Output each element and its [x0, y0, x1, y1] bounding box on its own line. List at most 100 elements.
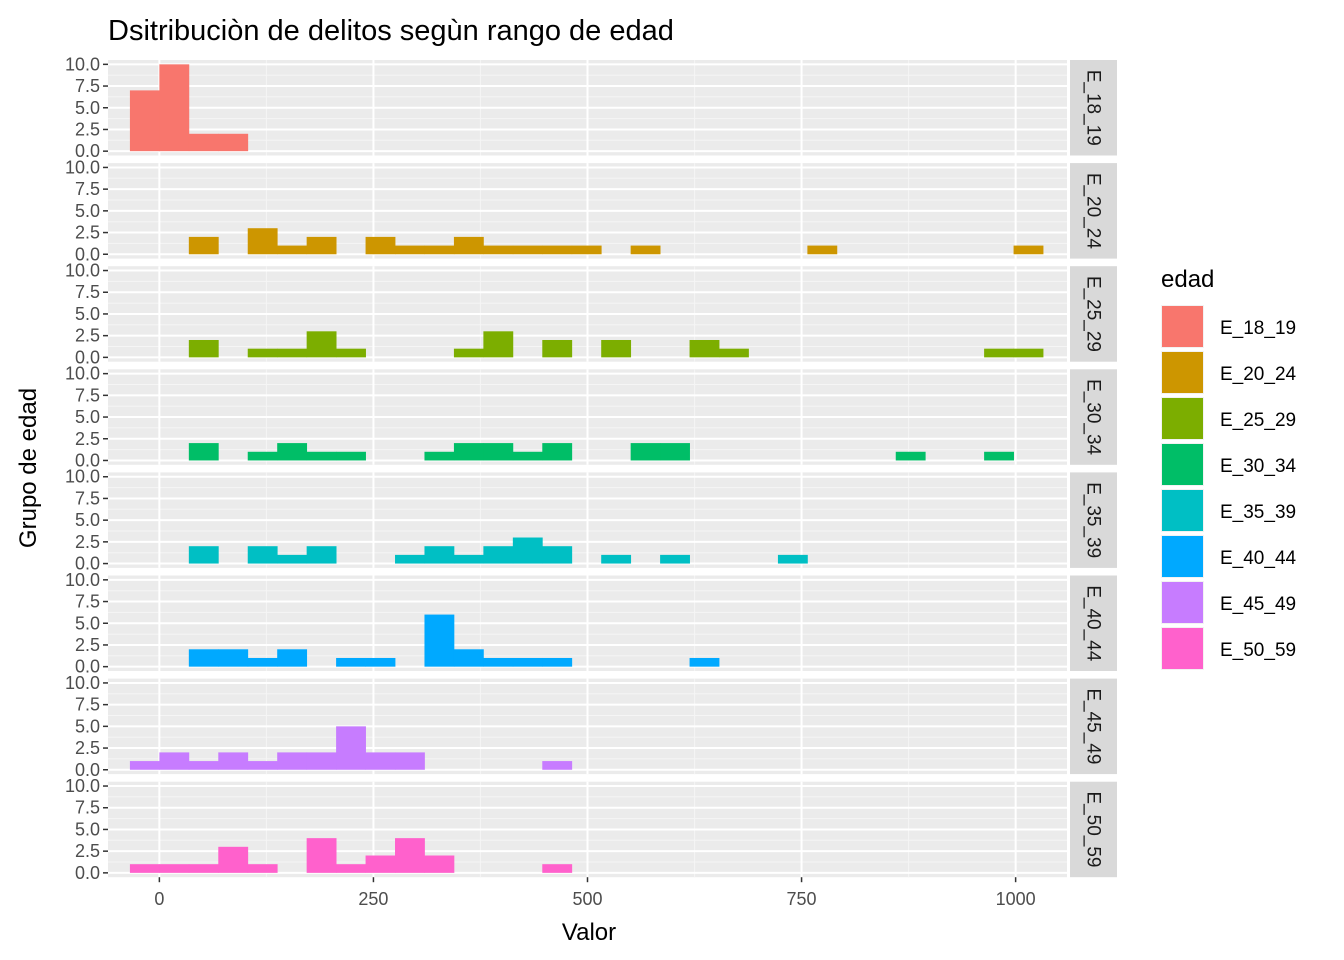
legend-label: E_18_19: [1220, 318, 1296, 339]
facet-panel-E_40_44: 0.02.55.07.510.0 E_40_44: [65, 570, 1117, 677]
y-tick-label: 2.5: [75, 119, 100, 139]
histogram-bar: [453, 348, 484, 358]
legend-key-swatch: [1162, 352, 1203, 393]
legend-key-swatch: [1162, 628, 1203, 669]
histogram-bar: [159, 864, 190, 873]
x-tick-label: 750: [787, 889, 817, 909]
facet-strip: [1070, 678, 1117, 775]
x-tick-label: 250: [358, 889, 388, 909]
histogram-bar: [512, 451, 543, 461]
histogram-bar: [512, 657, 543, 667]
histogram-bar: [188, 236, 219, 255]
histogram-bar: [277, 348, 308, 358]
histogram-bar: [247, 657, 278, 667]
histogram-bar: [542, 443, 573, 461]
histogram-bar: [630, 443, 661, 461]
y-tick-label: 10.0: [65, 364, 100, 384]
y-tick-label: 0.0: [75, 554, 100, 574]
histogram-bar: [571, 245, 602, 255]
histogram-bar: [984, 451, 1014, 461]
histogram-bar: [689, 339, 720, 358]
x-tick-label: 500: [572, 889, 602, 909]
x-tick-label: 0: [154, 889, 164, 909]
y-tick-label: 2.5: [75, 326, 100, 346]
histogram-bar: [188, 546, 219, 564]
histogram-bar: [247, 348, 278, 358]
y-tick-label: 7.5: [75, 488, 100, 508]
histogram-bar: [984, 348, 1014, 358]
histogram-bar: [277, 245, 308, 255]
histogram-bar: [129, 761, 160, 770]
y-tick-label: 10.0: [65, 570, 100, 590]
legend-title: edad: [1161, 266, 1214, 293]
histogram-bar: [424, 614, 455, 667]
legend: edad E_18_19 E_20_24 E_25_29 E_30_34 E_35_39…: [1161, 266, 1297, 670]
histogram-bar: [542, 864, 573, 873]
facet-strip: [1070, 266, 1117, 362]
histogram-bar: [188, 133, 219, 152]
histogram-bar: [483, 546, 514, 564]
facet-strip-label: E_50_59: [1083, 791, 1104, 867]
y-tick-label: 5.0: [75, 716, 100, 736]
histogram-bar: [336, 451, 366, 461]
facet-strip-label: E_20_24: [1083, 173, 1104, 250]
y-tick-label: 10.0: [65, 54, 100, 74]
histogram-bar: [689, 657, 720, 667]
histogram-bar: [277, 443, 308, 461]
histogram-bar: [483, 657, 514, 667]
facet-panel-E_18_19: 0.02.55.07.510.0 E_18_19: [65, 54, 1117, 161]
histogram-bar: [306, 451, 337, 461]
facet-strip-label: E_25_29: [1083, 276, 1104, 352]
histogram-bar: [336, 348, 366, 358]
histogram-bar: [365, 855, 396, 873]
facet-strip: [1070, 369, 1117, 465]
histogram-bar: [719, 348, 749, 358]
facet-strip-label: E_30_34: [1083, 379, 1104, 456]
x-axis-title: Valor: [562, 919, 616, 946]
histogram-bar: [483, 331, 514, 358]
histogram-bar: [601, 339, 632, 358]
facet-strip: [1070, 575, 1117, 671]
histogram-bar: [453, 236, 484, 255]
y-tick-label: 7.5: [75, 385, 100, 405]
histogram-bar: [453, 649, 484, 667]
histogram-bar: [306, 236, 337, 255]
histogram-bar: [542, 339, 573, 358]
facet-panel-E_50_59: 0.02.55.07.510.0 E_50_59: [65, 776, 1117, 883]
y-tick-label: 7.5: [75, 282, 100, 302]
histogram-bar: [453, 443, 484, 461]
legend-label: E_50_59: [1220, 640, 1296, 661]
histogram-bar: [365, 752, 396, 770]
y-tick-label: 0.0: [75, 450, 100, 470]
y-tick-label: 10.0: [65, 776, 100, 796]
y-tick-label: 7.5: [75, 179, 100, 199]
histogram-bar: [188, 864, 219, 873]
y-tick-label: 5.0: [75, 98, 100, 118]
legend-label: E_20_24: [1220, 364, 1297, 385]
histogram-bar: [395, 838, 425, 873]
histogram-bar: [306, 331, 337, 358]
y-tick-label: 2.5: [75, 532, 100, 552]
legend-key-swatch: [1162, 490, 1203, 531]
facet-strip: [1070, 781, 1117, 878]
legend-key-swatch: [1162, 582, 1203, 623]
histogram-bar: [512, 537, 543, 564]
histogram-bar: [247, 228, 278, 255]
y-tick-label: 7.5: [75, 592, 100, 612]
legend-label: E_40_44: [1220, 548, 1297, 569]
legend-key-swatch: [1162, 536, 1203, 577]
histogram-bar: [453, 554, 484, 564]
facet-strip: [1070, 60, 1117, 156]
histogram-bar: [1013, 245, 1044, 255]
histogram-bar: [218, 752, 249, 770]
histogram-bar: [188, 649, 219, 667]
y-tick-label: 10.0: [65, 157, 100, 177]
facet-strip: [1070, 472, 1117, 568]
histogram-bar: [277, 752, 308, 770]
facet-strip-label: E_40_44: [1083, 585, 1104, 662]
legend-key-swatch: [1162, 306, 1203, 347]
histogram-bar: [365, 236, 396, 255]
histogram-bar: [895, 451, 926, 461]
facet-strip: [1070, 163, 1117, 259]
